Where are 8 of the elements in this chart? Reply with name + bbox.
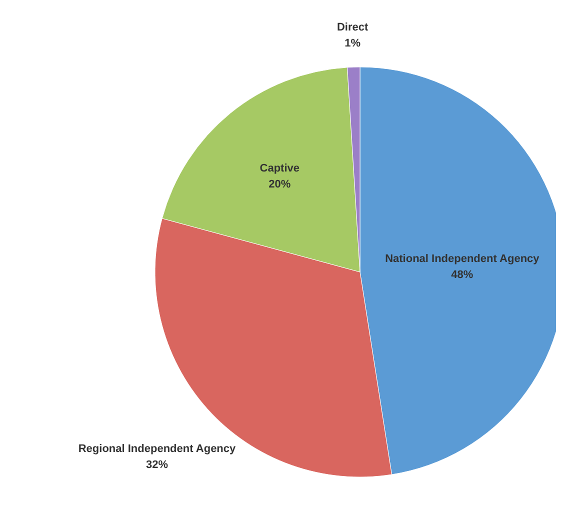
data-label: 20%: [268, 178, 291, 191]
slice-label: National Independent Agency: [385, 253, 540, 266]
slice-label: Direct: [336, 21, 368, 34]
slice-label: Captive: [260, 162, 300, 175]
slice-label: Regional Independent Agency: [78, 443, 237, 456]
data-label: 32%: [146, 459, 168, 472]
data-label: 1%: [344, 37, 361, 50]
data-label: 48%: [451, 269, 474, 282]
